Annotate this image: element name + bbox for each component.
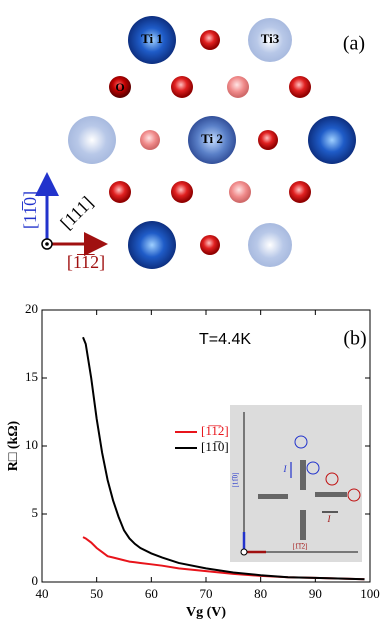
voltage-probe xyxy=(294,435,308,449)
direction-label: [11̅0] xyxy=(20,191,40,229)
y-axis-label: R□ (kΩ) xyxy=(6,420,21,471)
ti-atom xyxy=(128,221,176,269)
inset-origin xyxy=(240,548,248,556)
o-atom xyxy=(227,76,249,98)
panel-label: (b) xyxy=(343,328,366,350)
ti-atom xyxy=(308,116,356,164)
y-tick-label: 5 xyxy=(32,505,39,520)
ti-atom xyxy=(248,223,292,267)
o-atom xyxy=(200,30,220,50)
x-tick-label: 100 xyxy=(360,586,380,601)
o-atom xyxy=(258,130,278,150)
atom-label: Ti 1 xyxy=(141,31,163,46)
inset-label: [11̅0] xyxy=(232,473,240,488)
y-tick-label: 10 xyxy=(25,437,38,452)
atom-label: Ti3 xyxy=(261,31,280,46)
direction-label: [1̅1̅2] xyxy=(67,252,105,272)
ti-atom xyxy=(68,116,116,164)
o-atom xyxy=(289,76,311,98)
o-atom xyxy=(229,181,251,203)
voltage-probe xyxy=(306,461,320,475)
y-tick-label: 0 xyxy=(32,573,39,588)
inset-label: [1̅1̅2] xyxy=(293,543,308,551)
x-tick-label: 70 xyxy=(200,586,213,601)
voltage-probe xyxy=(347,488,361,502)
series-line xyxy=(82,336,365,581)
hall-bars xyxy=(258,460,347,540)
o-atom xyxy=(109,76,131,98)
out-of-plane-axis xyxy=(45,242,49,246)
x-axis-label: Vg (V) xyxy=(186,605,226,620)
atom-label: O xyxy=(115,80,124,94)
panel-label: (a) xyxy=(343,33,365,55)
o-atom xyxy=(140,130,160,150)
hall-bar xyxy=(300,510,306,540)
x-tick-label: 90 xyxy=(309,586,322,601)
inset-label: I xyxy=(283,464,288,474)
ti-atom xyxy=(188,116,236,164)
atom-label: Ti 2 xyxy=(201,131,223,146)
o-atom xyxy=(171,76,193,98)
hall-bar xyxy=(300,460,306,490)
panel-b: 40 50 60 70 80 90 100 0 5 10 15 20 Vg (V) R□ (kΩ) T=4.… xyxy=(6,301,380,620)
o-atom xyxy=(109,181,131,203)
o-atom xyxy=(289,181,311,203)
x-tick-label: 40 xyxy=(36,586,49,601)
direction-label: [111] xyxy=(56,192,97,233)
o-atom xyxy=(200,235,220,255)
ti-atom xyxy=(128,16,176,64)
ti-atom xyxy=(248,18,292,62)
legend-label: [1̅1̅2] xyxy=(201,423,229,438)
hall-bar xyxy=(258,494,288,499)
y-tick-label: 15 xyxy=(25,369,38,384)
x-tick-label: 60 xyxy=(145,586,158,601)
voltage-probe xyxy=(325,472,339,486)
inset-background xyxy=(230,405,362,562)
panel-a: Ti 1 Ti3 Ti 2 O (a) [11̅0] [111] [1̅1̅2] xyxy=(20,16,365,272)
o-atom xyxy=(171,181,193,203)
hall-bar xyxy=(315,492,347,497)
y-tick-label: 20 xyxy=(25,301,38,316)
annotation: T=4.4K xyxy=(199,331,251,348)
x-tick-label: 50 xyxy=(90,586,103,601)
legend-label: [11̅0] xyxy=(201,439,229,454)
x-tick-label: 80 xyxy=(254,586,267,601)
inset-label: I xyxy=(327,514,332,524)
